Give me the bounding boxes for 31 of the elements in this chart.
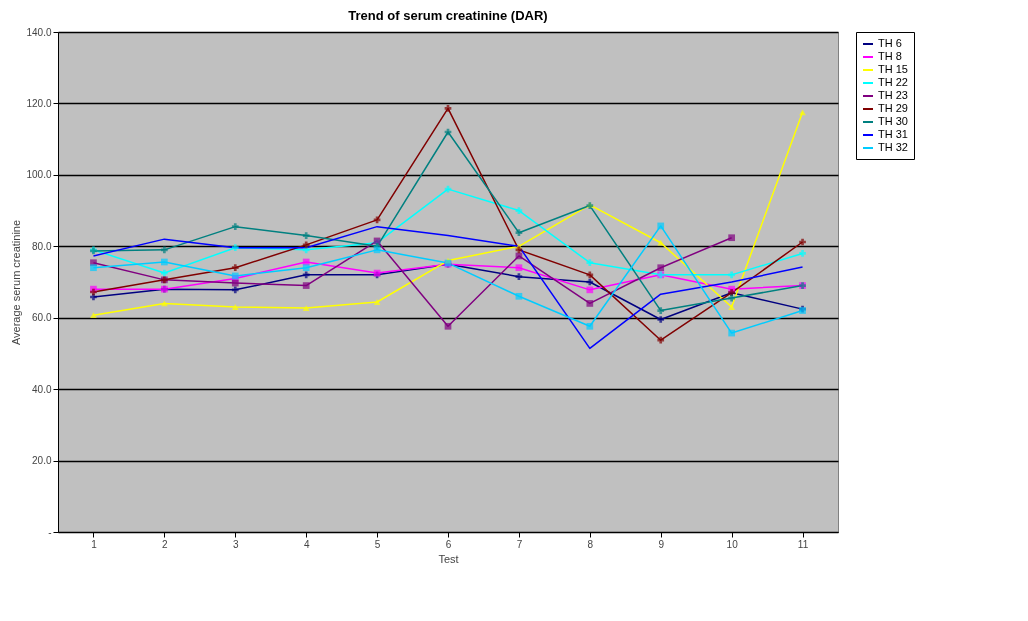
legend-label: TH 31 <box>878 128 908 140</box>
x-tick-label: 10 <box>726 538 739 550</box>
y-tick-label: 100.0 <box>26 169 52 181</box>
x-tick-label: 1 <box>91 538 98 550</box>
y-tick-label: 20.0 <box>32 455 52 467</box>
x-tick-label: 11 <box>797 538 809 550</box>
x-tick-label: 4 <box>303 538 310 550</box>
x-tick-label: 8 <box>587 538 594 550</box>
x-tick-label: 3 <box>232 538 239 550</box>
y-tick-label: 120.0 <box>26 97 52 109</box>
x-tick-label: 5 <box>374 538 381 550</box>
x-tick-label: 7 <box>516 538 523 550</box>
legend-label: TH 6 <box>878 37 902 49</box>
y-tick-label: 40.0 <box>32 383 52 395</box>
legend-label: TH 22 <box>878 76 908 88</box>
x-tick-label: 2 <box>162 538 169 550</box>
y-tick-label: 140.0 <box>26 26 52 38</box>
y-tick-label: 60.0 <box>32 312 52 324</box>
chart-title: Trend of serum creatinine (DAR) <box>348 8 548 23</box>
y-axis-title: Average serum creatinine <box>10 219 23 346</box>
legend-label: TH 29 <box>878 102 908 114</box>
legend-label: TH 30 <box>878 115 908 127</box>
x-axis-title: Test <box>438 552 459 565</box>
x-tick-label: 6 <box>445 538 452 550</box>
y-tick-label: - <box>48 526 52 538</box>
legend-label: TH 32 <box>878 141 908 153</box>
x-tick-label: 9 <box>658 538 665 550</box>
legend-label: TH 15 <box>878 63 908 75</box>
legend-label: TH 8 <box>878 50 902 62</box>
y-tick-label: 80.0 <box>32 240 52 252</box>
legend-label: TH 23 <box>878 89 908 101</box>
